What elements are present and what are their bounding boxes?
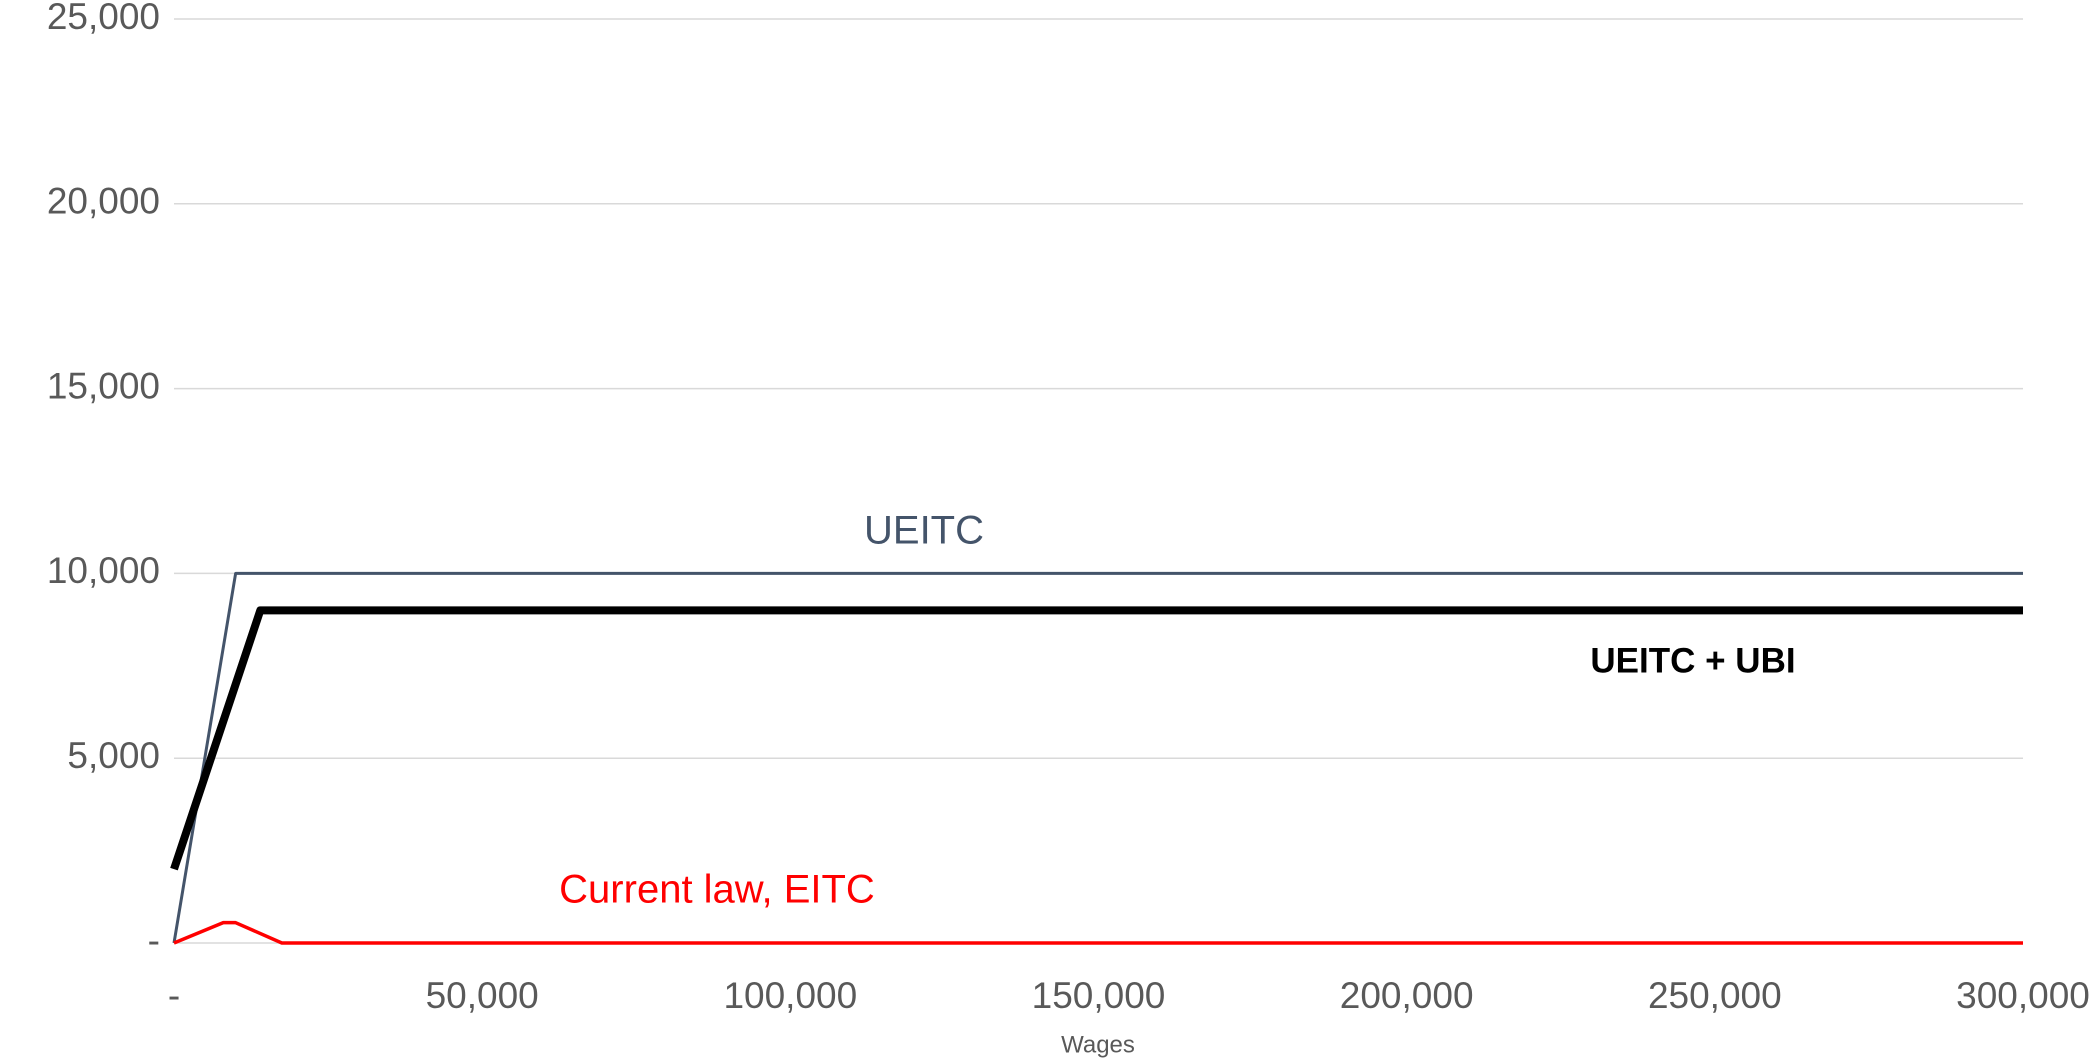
x-tick-label: 250,000 <box>1648 975 1782 1016</box>
y-tick-label: 10,000 <box>47 550 160 591</box>
x-tick-label: 150,000 <box>1032 975 1166 1016</box>
x-axis-label: Wages <box>1061 1031 1135 1058</box>
x-tick-label: 300,000 <box>1956 975 2090 1016</box>
y-tick-label: 15,000 <box>47 365 160 406</box>
y-tick-label: 5,000 <box>67 735 160 776</box>
series-label: UEITC <box>864 509 984 553</box>
y-tick-label: 20,000 <box>47 181 160 222</box>
y-tick-label: 25,000 <box>47 0 160 37</box>
series-line <box>173 920 2023 945</box>
series-label: UEITC + UBI <box>1590 641 1795 680</box>
x-tick-label: 50,000 <box>426 975 539 1016</box>
series-line <box>170 606 2023 871</box>
y-tick-label: - <box>148 920 160 961</box>
x-tick-label: 100,000 <box>723 975 857 1016</box>
series-label: Current law, EITC <box>559 868 875 912</box>
x-tick-label: - <box>168 975 180 1016</box>
x-tick-label: 200,000 <box>1340 975 1474 1016</box>
